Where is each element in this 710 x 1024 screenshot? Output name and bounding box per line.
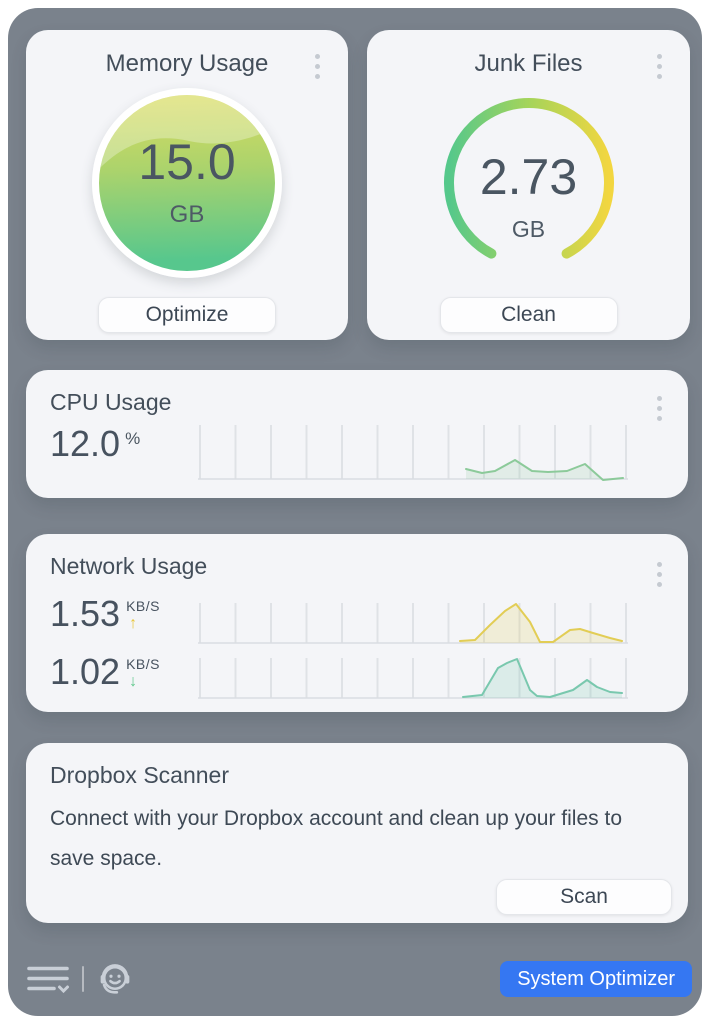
network-card-menu-icon[interactable] bbox=[657, 562, 662, 587]
scan-button[interactable]: Scan bbox=[496, 879, 672, 915]
junk-card-title: Junk Files bbox=[474, 50, 583, 77]
junk-files-card: Junk Files 2.73 GB Clean bbox=[367, 30, 690, 340]
network-usage-card: Network Usage 1.53 KB/S ↑ 1.02 KB/S ↓ bbox=[26, 534, 688, 712]
cpu-value-row: 12.0 % bbox=[50, 426, 140, 462]
cpu-value: 12.0 bbox=[50, 423, 121, 464]
footer-divider bbox=[82, 966, 84, 992]
cpu-usage-card: CPU Usage 12.0 % bbox=[26, 370, 688, 498]
clean-button[interactable]: Clean bbox=[439, 297, 618, 333]
download-sparkline-chart bbox=[198, 658, 628, 699]
upload-unit: KB/S bbox=[126, 598, 160, 614]
cpu-unit: % bbox=[125, 429, 141, 448]
dropbox-description: Connect with your Dropbox account and cl… bbox=[50, 807, 622, 870]
dropbox-scanner-card: Dropbox Scanner Connect with your Dropbo… bbox=[26, 743, 688, 923]
optimize-button[interactable]: Optimize bbox=[98, 297, 276, 333]
memory-usage-card: Memory Usage 15.0 GB Optimize bbox=[26, 30, 348, 340]
cpu-card-menu-icon[interactable] bbox=[657, 396, 662, 421]
upload-arrow-icon: ↑ bbox=[129, 615, 138, 632]
memory-unit: GB bbox=[169, 201, 205, 228]
junk-value: 2.73 bbox=[479, 149, 578, 205]
memory-card-menu-icon[interactable] bbox=[315, 54, 320, 79]
cpu-sparkline-chart bbox=[198, 425, 628, 481]
download-value: 1.02 bbox=[50, 651, 121, 692]
support-headset-icon[interactable] bbox=[96, 960, 134, 998]
junk-gauge: 2.73 GB bbox=[434, 88, 624, 278]
network-card-title: Network Usage bbox=[50, 553, 208, 579]
memory-gauge: 15.0 GB bbox=[92, 88, 282, 278]
memory-value: 15.0 bbox=[138, 134, 236, 190]
upload-value: 1.53 bbox=[50, 593, 121, 634]
download-value-row: 1.02 KB/S ↓ bbox=[50, 654, 160, 690]
junk-unit: GB bbox=[511, 216, 546, 242]
download-unit: KB/S bbox=[126, 656, 160, 672]
cpu-card-title: CPU Usage bbox=[50, 389, 172, 415]
memory-card-title: Memory Usage bbox=[105, 50, 269, 77]
memory-gauge-wave bbox=[99, 95, 275, 169]
system-optimizer-button[interactable]: System Optimizer bbox=[500, 961, 692, 997]
upload-value-row: 1.53 KB/S ↑ bbox=[50, 596, 160, 632]
upload-sparkline-chart bbox=[198, 603, 628, 644]
download-arrow-icon: ↓ bbox=[129, 673, 138, 690]
dropbox-card-title: Dropbox Scanner bbox=[50, 762, 229, 788]
junk-card-menu-icon[interactable] bbox=[657, 54, 662, 79]
menu-icon[interactable] bbox=[26, 962, 70, 996]
junk-gauge-arc bbox=[443, 98, 614, 259]
optimizer-panel: Memory Usage 15.0 GB Optimize Junk Files bbox=[8, 8, 702, 1016]
footer-bar: System Optimizer bbox=[26, 958, 692, 1000]
